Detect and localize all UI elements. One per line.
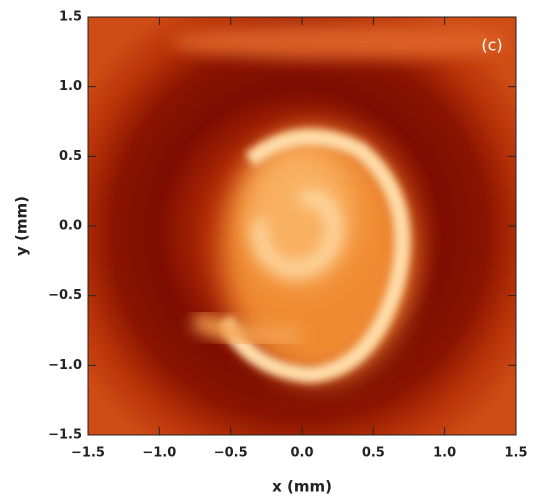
panel-label: (c) (481, 36, 502, 55)
x-tick-label: 0.0 (290, 446, 313, 461)
y-tick-label: −1.5 (48, 428, 82, 443)
x-tick-label: −0.5 (214, 446, 248, 461)
x-axis-label: x (mm) (272, 478, 332, 496)
y-tick-label: −0.5 (48, 288, 82, 303)
y-axis-label: y (mm) (13, 196, 31, 256)
y-tick-label: −1.0 (48, 358, 82, 373)
y-tick-label: 1.0 (59, 79, 82, 94)
x-tick-label: −1.5 (71, 446, 105, 461)
x-tick-label: 1.5 (504, 446, 527, 461)
y-tick-label: 1.5 (59, 10, 82, 25)
y-tick-label: 0.0 (59, 219, 82, 234)
y-tick-label: 0.5 (59, 149, 82, 164)
x-tick-label: 1.0 (433, 446, 456, 461)
x-tick-label: 0.5 (362, 446, 385, 461)
intensity-image (88, 17, 516, 435)
x-tick-label: −1.0 (142, 446, 176, 461)
